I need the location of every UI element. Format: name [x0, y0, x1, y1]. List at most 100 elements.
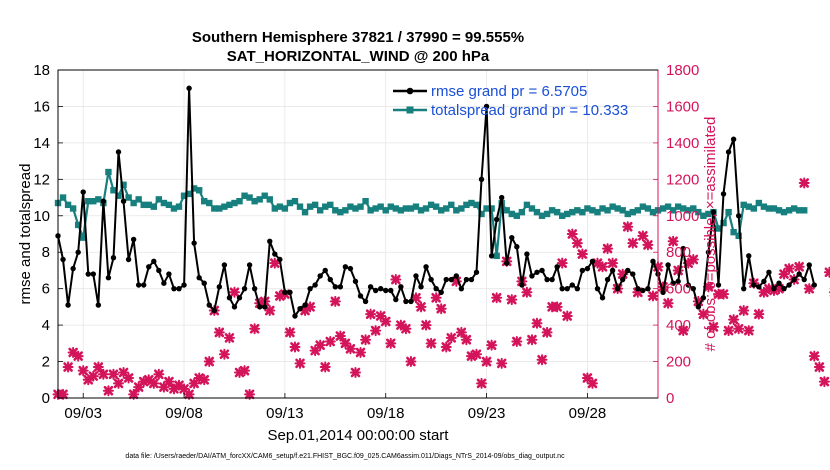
- rmse-point: [640, 287, 646, 294]
- obs-point: [319, 361, 331, 373]
- rmse-point: [241, 285, 248, 292]
- obs-point: [324, 336, 336, 348]
- spread-point: [372, 205, 379, 212]
- rmse-point: [604, 276, 611, 283]
- chart-title-line2: SAT_HORIZONTAL_WIND @ 200 hPa: [227, 48, 490, 65]
- spread-point: [740, 201, 747, 209]
- obs-point: [576, 248, 588, 260]
- rmse-point: [559, 285, 565, 292]
- rmse-point: [337, 284, 344, 290]
- spread-point: [422, 205, 430, 212]
- rmse-point: [115, 149, 122, 155]
- y-tick-label-right: 200: [666, 354, 691, 371]
- rmse-point: [519, 282, 525, 288]
- rmse-point: [635, 285, 641, 292]
- obs-point: [743, 325, 755, 337]
- rmse-point: [453, 273, 460, 279]
- rmse-point: [509, 234, 515, 241]
- spread-point: [281, 205, 289, 212]
- obs-point: [203, 356, 215, 368]
- obs-point: [360, 334, 372, 346]
- obs-point: [314, 339, 326, 351]
- rmse-point: [231, 304, 238, 310]
- rmse-point: [584, 265, 591, 272]
- spread-point: [74, 221, 82, 229]
- spread-point: [85, 198, 92, 205]
- rmse-point: [362, 298, 369, 305]
- y-tick-label-right: 1600: [666, 98, 699, 115]
- rmse-point: [524, 251, 530, 257]
- spread-point: [569, 208, 576, 216]
- spread-point: [271, 205, 279, 212]
- spread-point: [584, 205, 591, 212]
- spread-point: [432, 203, 440, 210]
- spread-point: [533, 208, 541, 216]
- spread-point: [64, 201, 72, 209]
- rmse-point: [564, 285, 570, 292]
- rmse-point: [433, 285, 439, 292]
- rmse-point: [725, 149, 732, 155]
- spread-point: [347, 203, 354, 210]
- spread-point: [705, 210, 712, 218]
- spread-point: [458, 205, 465, 212]
- spread-point: [604, 207, 611, 214]
- y-tick-label-right: 1200: [666, 171, 699, 188]
- spread-point: [337, 208, 344, 216]
- obs-point: [355, 346, 367, 358]
- obs-point: [163, 376, 175, 388]
- obs-point: [642, 239, 654, 251]
- rmse-point: [746, 253, 752, 259]
- obs-point: [561, 310, 573, 322]
- obs-point: [460, 334, 472, 346]
- spread-point: [95, 196, 102, 203]
- spread-point: [160, 199, 168, 207]
- spread-point: [579, 208, 586, 216]
- obs-point: [566, 228, 578, 240]
- obs-point: [602, 243, 614, 255]
- spread-point: [201, 198, 208, 205]
- rmse-point: [388, 287, 394, 294]
- obs-point: [753, 308, 765, 320]
- rmse-point: [383, 287, 389, 294]
- obs-point: [793, 261, 805, 273]
- obs-point: [269, 257, 281, 269]
- spread-series: [54, 168, 808, 260]
- spread-point: [669, 207, 677, 214]
- spread-point: [795, 207, 803, 214]
- spread-point: [120, 181, 127, 188]
- spread-point: [145, 201, 152, 209]
- y-tick-label-right: 400: [666, 317, 691, 334]
- rmse-point: [85, 271, 91, 277]
- spread-point: [659, 205, 667, 212]
- obs-point: [541, 326, 553, 338]
- spread-point: [311, 201, 319, 209]
- obs-point: [571, 237, 583, 249]
- spread-point: [695, 208, 702, 216]
- obs-point: [455, 326, 467, 338]
- rmse-point: [90, 271, 96, 277]
- spread-point: [775, 207, 783, 214]
- rmse-point: [781, 285, 787, 292]
- obs-point: [107, 368, 119, 380]
- rmse-point: [620, 276, 626, 283]
- x-tick-label: 09/23: [468, 405, 506, 422]
- rmse-point: [801, 276, 807, 283]
- obs-point: [420, 319, 432, 331]
- obs-point: [511, 336, 523, 348]
- obs-point: [526, 334, 538, 346]
- spread-point: [417, 207, 425, 214]
- spread-point: [175, 203, 183, 210]
- spread-point: [206, 199, 213, 207]
- spread-point: [725, 208, 732, 216]
- obs-point: [410, 292, 422, 304]
- obs-point: [718, 288, 730, 300]
- obs-point: [249, 323, 261, 335]
- obs-point: [506, 294, 518, 306]
- y-tick-label-right: 0: [666, 390, 674, 407]
- rmse-point: [312, 282, 318, 288]
- obs-point: [400, 323, 412, 335]
- obs-point: [723, 325, 735, 337]
- spread-point: [185, 190, 193, 198]
- rmse-point: [272, 251, 278, 257]
